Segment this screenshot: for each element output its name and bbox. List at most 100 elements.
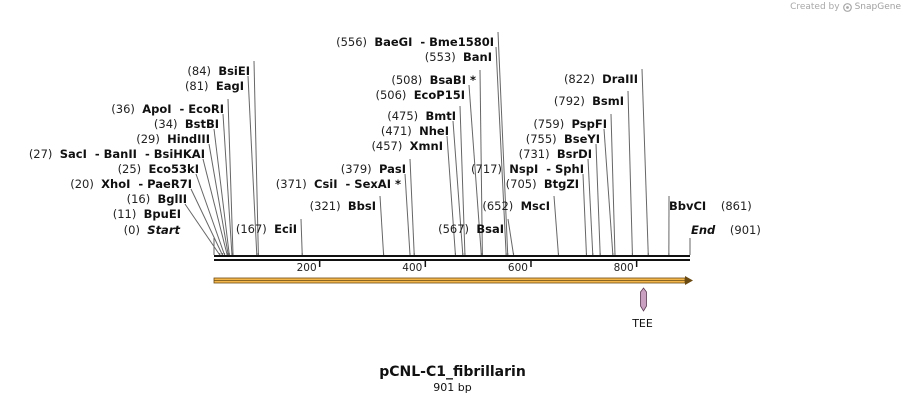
feature-tee-label: TEE: [631, 317, 653, 330]
site-label-btgzi: (705) BtgZI: [506, 177, 579, 191]
site-bmti-position: (475): [387, 109, 425, 123]
site-nspi-position: (717): [471, 162, 509, 176]
site-end-position: (901): [715, 223, 761, 237]
site-label-nspi: (717) NspI - SphI: [471, 162, 584, 176]
site-xhoi-enzyme-name-1: - PaeR7I: [130, 177, 192, 191]
site-label-bani: (553) BanI: [425, 50, 492, 64]
site-csii-position: (371): [276, 177, 314, 191]
site-start-enzyme-name-0: Start: [147, 223, 180, 237]
site-label-bpuei: (11) BpuEI: [113, 207, 181, 221]
site-label-draiii: (822) DraIII: [564, 72, 638, 86]
site-leader-bsai: [507, 218, 515, 256]
site-leader-saci: [208, 143, 229, 256]
ruler: 200 400 600 800: [297, 261, 638, 274]
site-bsabi-position: (508): [391, 73, 429, 87]
site-label-bsmi: (792) BsmI: [554, 94, 624, 108]
site-label-bsabi: (508) BsaBI *: [391, 73, 476, 87]
site-bani-enzyme-name-0: BanI: [463, 50, 492, 64]
site-saci-enzyme-name-0: SacI: [60, 147, 87, 161]
site-leader-bstbi: [222, 113, 233, 256]
site-csii-enzyme-name-1: - SexAI *: [338, 177, 401, 191]
site-leader-apoi: [227, 98, 234, 256]
site-leader-bbsi: [379, 195, 385, 256]
backbone: [214, 255, 690, 261]
site-bsabi-enzyme-name-0: BsaBI *: [430, 73, 476, 87]
site-pspfi-position: (759): [533, 117, 571, 131]
site-bstbi-position: (34): [154, 117, 185, 131]
site-nhei-position: (471): [381, 124, 419, 138]
site-hindiii-position: (29): [136, 132, 167, 146]
site-bsai-enzyme-name-0: BsaI: [476, 222, 504, 236]
site-ecii-position: (167): [236, 222, 274, 236]
site-end-enzyme-name-0: End: [691, 223, 716, 237]
site-hindiii-enzyme-name-0: HindIII: [167, 132, 210, 146]
site-bbsi-position: (321): [310, 199, 348, 213]
site-leader-ecii: [300, 218, 303, 256]
site-leader-bsrdi: [595, 143, 601, 256]
site-nhei-enzyme-name-0: NheI: [419, 124, 449, 138]
site-label-baegi: (556) BaeGI - Bme1580I: [336, 35, 494, 49]
site-label-xmni: (457) XmnI: [371, 139, 443, 153]
site-leader-baegi: [497, 31, 509, 256]
site-bpuei-position: (11): [113, 207, 144, 221]
site-apoi-position: (36): [111, 102, 142, 116]
features-track: TEE: [213, 276, 693, 330]
site-saci-position: (27): [29, 147, 60, 161]
site-label-pasi: (379) PasI: [341, 162, 406, 176]
site-bbvci-enzyme-name-0: BbvCI: [669, 199, 706, 213]
site-leader-eco53ki: [202, 158, 228, 256]
site-bsmi-position: (792): [554, 94, 592, 108]
site-baegi-enzyme-name-0: BaeGI: [374, 35, 412, 49]
site-xhoi-enzyme-name-0: XhoI: [101, 177, 130, 191]
site-csii-enzyme-name-0: CsiI: [314, 177, 338, 191]
site-bbvci-position: (861): [706, 199, 752, 213]
site-eco53ki-enzyme-name-0: Eco53kI: [148, 162, 199, 176]
site-bglii-position: (16): [127, 192, 158, 206]
site-nspi-enzyme-name-0: NspI: [509, 162, 538, 176]
site-start-position: (0): [124, 223, 148, 237]
site-label-csii: (371) CsiI - SexAI *: [276, 177, 401, 191]
site-label-bmti: (475) BmtI: [387, 109, 456, 123]
site-label-bglii: (16) BglII: [127, 192, 187, 206]
site-leader-mscI: [553, 195, 559, 256]
site-bpuei-enzyme-name-0: BpuEI: [144, 207, 181, 221]
site-leader-nhei: [452, 120, 464, 256]
site-leader-draiii: [641, 68, 649, 256]
site-label-bbsi: (321) BbsI: [310, 199, 376, 213]
credit-brand: SnapGene: [854, 2, 901, 12]
site-label-start: (0) Start: [124, 223, 181, 237]
site-bsiei-enzyme-name-0: BsiEI: [218, 64, 250, 78]
site-ecop15i-position: (506): [375, 88, 413, 102]
site-apoi-enzyme-name-1: - EcoRI: [172, 102, 225, 116]
site-leader-xmni: [446, 135, 456, 256]
site-leader-eagi: [247, 75, 258, 256]
snapgene-logo-icon: [842, 2, 852, 12]
plasmid-length: 901 bp: [433, 381, 472, 394]
site-leader-nspi: [587, 158, 594, 256]
site-leader-bsiei: [253, 60, 259, 256]
site-leader-xhoi: [195, 173, 226, 256]
site-leader-ecop15i: [468, 84, 482, 256]
site-bsrdi-position: (731): [519, 147, 557, 161]
site-ecii-enzyme-name-0: EciI: [274, 222, 297, 236]
site-bmti-enzyme-name-0: BmtI: [425, 109, 456, 123]
site-leader-csii: [404, 173, 411, 256]
site-label-mscI: (652) MscI: [482, 199, 550, 213]
site-bseyi-enzyme-name-0: BseYI: [564, 132, 600, 146]
site-leader-bani: [495, 46, 507, 256]
ruler-tick-label-800: 800: [614, 262, 634, 274]
site-leader-bsabi: [479, 69, 483, 256]
credit-prefix: Created by: [790, 2, 840, 12]
site-label-bsai: (567) BsaI: [438, 222, 504, 236]
site-eagi-enzyme-name-0: EagI: [216, 79, 244, 93]
plasmid-name: pCNL-C1_fibrillarin: [379, 364, 526, 380]
site-bsai-position: (567): [438, 222, 476, 236]
site-label-bstbi: (34) BstBI: [154, 117, 219, 131]
site-draiii-enzyme-name-0: DraIII: [602, 72, 638, 86]
site-draiii-position: (822): [564, 72, 602, 86]
site-bglii-enzyme-name-0: BglII: [158, 192, 188, 206]
site-baegi-position: (556): [336, 35, 374, 49]
site-label-eagi: (81) EagI: [185, 79, 244, 93]
site-btgzi-enzyme-name-0: BtgZI: [544, 177, 579, 191]
site-nspi-enzyme-name-1: - SphI: [538, 162, 584, 176]
